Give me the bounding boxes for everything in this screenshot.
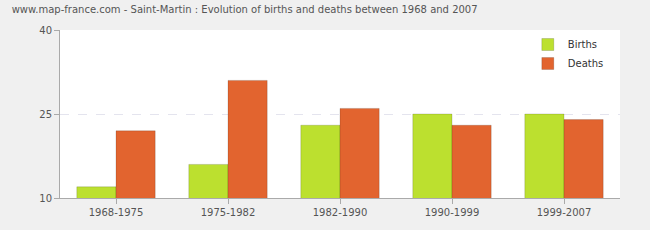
svg-text:10: 10 — [39, 193, 52, 204]
svg-text:1975-1982: 1975-1982 — [201, 207, 256, 218]
svg-text:40: 40 — [39, 25, 52, 36]
svg-text:1968-1975: 1968-1975 — [89, 207, 144, 218]
svg-text:1982-1990: 1982-1990 — [313, 207, 368, 218]
svg-text:Deaths: Deaths — [568, 58, 603, 69]
svg-text:25: 25 — [39, 109, 52, 120]
svg-text:www.map-france.com - Saint-Mar: www.map-france.com - Saint-Martin : Evol… — [12, 4, 478, 15]
svg-text:1999-2007: 1999-2007 — [537, 207, 592, 218]
svg-text:Births: Births — [568, 39, 597, 50]
svg-text:1990-1999: 1990-1999 — [425, 207, 480, 218]
